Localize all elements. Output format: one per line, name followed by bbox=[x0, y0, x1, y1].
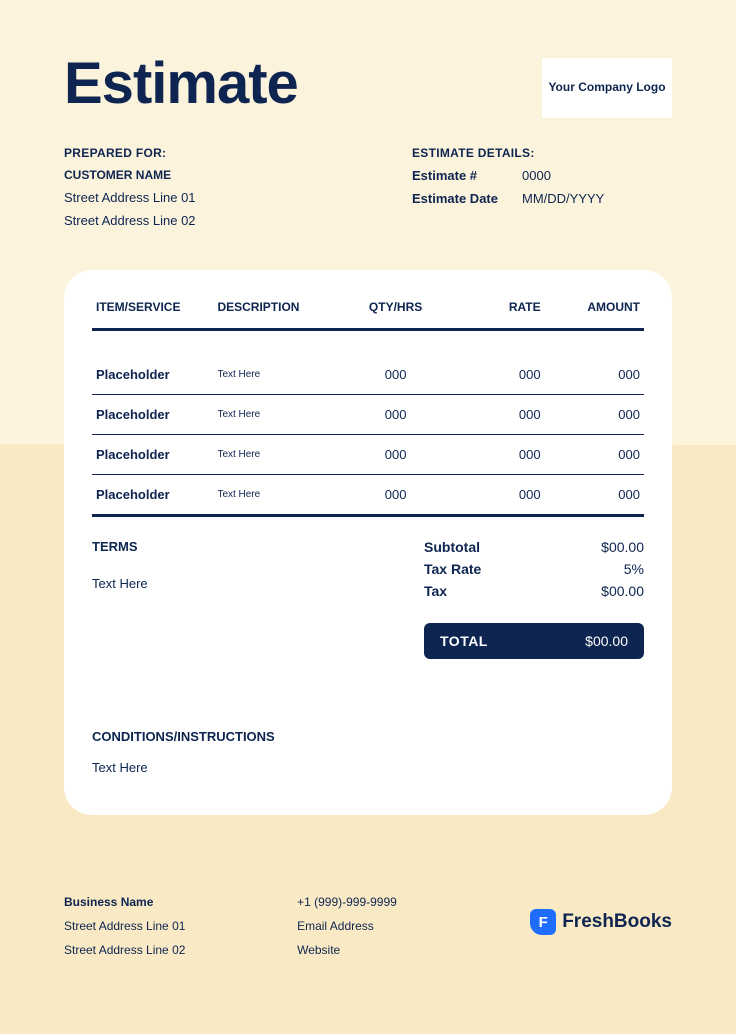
freshbooks-text: FreshBooks bbox=[562, 911, 672, 933]
line-items-table: ITEM/SERVICE DESCRIPTION QTY/HRS RATE AM… bbox=[92, 300, 644, 517]
terms-text: Text Here bbox=[92, 576, 404, 591]
totals-block: Subtotal $00.00 Tax Rate 5% Tax $00.00 T… bbox=[424, 539, 644, 659]
customer-address-2: Street Address Line 02 bbox=[64, 213, 372, 228]
info-row: PREPARED FOR: CUSTOMER NAME Street Addre… bbox=[64, 146, 672, 228]
cell-qty: 000 bbox=[346, 355, 445, 395]
cell-item: Placeholder bbox=[92, 435, 213, 475]
cell-rate: 000 bbox=[445, 475, 544, 516]
total-box: TOTAL $00.00 bbox=[424, 623, 644, 659]
taxrate-row: Tax Rate 5% bbox=[424, 561, 644, 577]
customer-address-1: Street Address Line 01 bbox=[64, 190, 372, 205]
prepared-for-block: PREPARED FOR: CUSTOMER NAME Street Addre… bbox=[64, 146, 372, 228]
table-row: PlaceholderText Here000000000 bbox=[92, 435, 644, 475]
cell-desc: Text Here bbox=[213, 355, 345, 395]
cell-amount: 000 bbox=[545, 435, 644, 475]
estimate-details-label: ESTIMATE DETAILS: bbox=[412, 146, 672, 160]
footer-business-col: Business Name Street Address Line 01 Str… bbox=[64, 895, 297, 967]
subtotal-label: Subtotal bbox=[424, 539, 480, 555]
estimate-date-row: Estimate Date MM/DD/YYYY bbox=[412, 191, 672, 206]
cell-desc: Text Here bbox=[213, 395, 345, 435]
estimate-page: Estimate Your Company Logo PREPARED FOR:… bbox=[0, 0, 736, 1007]
cell-rate: 000 bbox=[445, 355, 544, 395]
taxrate-label: Tax Rate bbox=[424, 561, 481, 577]
below-table-row: TERMS Text Here Subtotal $00.00 Tax Rate… bbox=[92, 539, 644, 659]
cell-rate: 000 bbox=[445, 435, 544, 475]
total-value: $00.00 bbox=[585, 633, 628, 649]
cell-qty: 000 bbox=[346, 435, 445, 475]
conditions-block: CONDITIONS/INSTRUCTIONS Text Here bbox=[92, 729, 644, 775]
business-address-1: Street Address Line 01 bbox=[64, 919, 297, 933]
freshbooks-icon: F bbox=[530, 909, 556, 935]
cell-qty: 000 bbox=[346, 475, 445, 516]
conditions-text: Text Here bbox=[92, 760, 644, 775]
estimate-card: ITEM/SERVICE DESCRIPTION QTY/HRS RATE AM… bbox=[64, 270, 672, 815]
taxrate-value: 5% bbox=[624, 561, 644, 577]
business-phone: +1 (999)-999-9999 bbox=[297, 895, 530, 909]
table-header-row: ITEM/SERVICE DESCRIPTION QTY/HRS RATE AM… bbox=[92, 300, 644, 330]
estimate-number-row: Estimate # 0000 bbox=[412, 168, 672, 183]
subtotal-value: $00.00 bbox=[601, 539, 644, 555]
business-address-2: Street Address Line 02 bbox=[64, 943, 297, 957]
table-row: PlaceholderText Here000000000 bbox=[92, 475, 644, 516]
cell-amount: 000 bbox=[545, 355, 644, 395]
col-qty: QTY/HRS bbox=[346, 300, 445, 330]
total-label: TOTAL bbox=[440, 633, 488, 649]
footer-contact-col: +1 (999)-999-9999 Email Address Website bbox=[297, 895, 530, 967]
col-desc: DESCRIPTION bbox=[213, 300, 345, 330]
col-item: ITEM/SERVICE bbox=[92, 300, 213, 330]
subtotal-row: Subtotal $00.00 bbox=[424, 539, 644, 555]
tax-label: Tax bbox=[424, 583, 447, 599]
company-logo-placeholder: Your Company Logo bbox=[542, 58, 672, 118]
freshbooks-logo: F FreshBooks bbox=[530, 909, 672, 935]
cell-amount: 000 bbox=[545, 475, 644, 516]
estimate-date-value: MM/DD/YYYY bbox=[522, 191, 604, 206]
estimate-number-value: 0000 bbox=[522, 168, 551, 183]
prepared-for-label: PREPARED FOR: bbox=[64, 146, 372, 160]
estimate-date-label: Estimate Date bbox=[412, 191, 522, 206]
cell-item: Placeholder bbox=[92, 395, 213, 435]
col-amount: AMOUNT bbox=[545, 300, 644, 330]
customer-name: CUSTOMER NAME bbox=[64, 168, 372, 182]
cell-item: Placeholder bbox=[92, 355, 213, 395]
cell-amount: 000 bbox=[545, 395, 644, 435]
cell-rate: 000 bbox=[445, 395, 544, 435]
tax-value: $00.00 bbox=[601, 583, 644, 599]
cell-desc: Text Here bbox=[213, 475, 345, 516]
conditions-label: CONDITIONS/INSTRUCTIONS bbox=[92, 729, 644, 744]
col-rate: RATE bbox=[445, 300, 544, 330]
business-name: Business Name bbox=[64, 895, 297, 909]
terms-label: TERMS bbox=[92, 539, 404, 554]
cell-item: Placeholder bbox=[92, 475, 213, 516]
business-website: Website bbox=[297, 943, 530, 957]
page-title: Estimate bbox=[64, 50, 298, 117]
business-email: Email Address bbox=[297, 919, 530, 933]
table-row: PlaceholderText Here000000000 bbox=[92, 355, 644, 395]
estimate-details-block: ESTIMATE DETAILS: Estimate # 0000 Estima… bbox=[412, 146, 672, 228]
header-row: Estimate Your Company Logo bbox=[64, 50, 672, 118]
tax-row: Tax $00.00 bbox=[424, 583, 644, 599]
table-row: PlaceholderText Here000000000 bbox=[92, 395, 644, 435]
cell-desc: Text Here bbox=[213, 435, 345, 475]
terms-block: TERMS Text Here bbox=[92, 539, 404, 659]
estimate-number-label: Estimate # bbox=[412, 168, 522, 183]
footer-row: Business Name Street Address Line 01 Str… bbox=[64, 895, 672, 967]
cell-qty: 000 bbox=[346, 395, 445, 435]
